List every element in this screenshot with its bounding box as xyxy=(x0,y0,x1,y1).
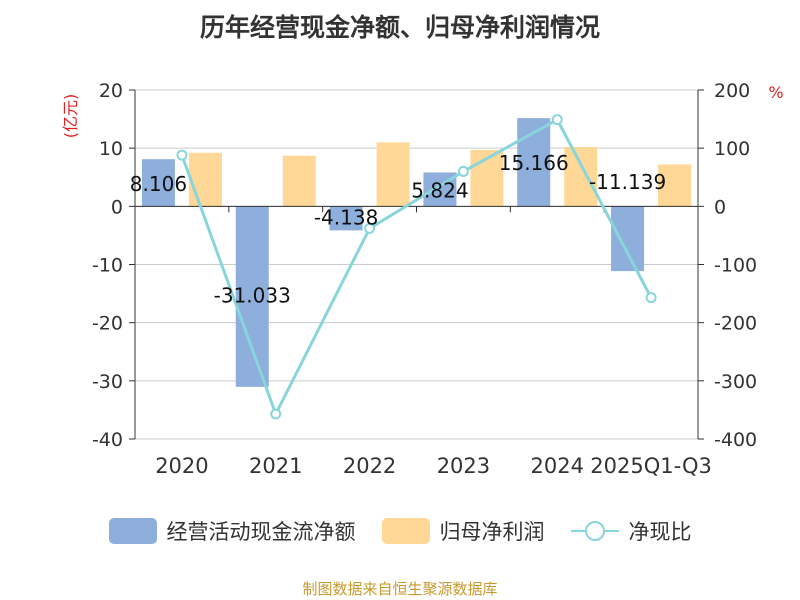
profit-bar xyxy=(376,142,410,207)
legend-label-ratio: 净现比 xyxy=(628,520,692,544)
data-labels: 8.106 -31.033 -4.138 5.824 15.166 -11.139 xyxy=(130,151,666,307)
legend-label-profit: 归母净利润 xyxy=(439,520,545,544)
left-tick-label: 10 xyxy=(99,138,123,160)
right-tick-label: 0 xyxy=(714,196,726,218)
category-label: 2022 xyxy=(343,454,396,478)
category-label: 2023 xyxy=(437,454,490,478)
legend-item-cashflow[interactable]: 经营活动现金流净额 xyxy=(108,516,356,546)
left-tick-label: 20 xyxy=(99,80,123,102)
ratio-point xyxy=(645,292,657,304)
legend-item-ratio[interactable]: 净现比 xyxy=(570,516,692,546)
category-label: 2021 xyxy=(249,454,302,478)
ratio-point xyxy=(364,222,376,234)
profit-bar xyxy=(282,155,316,207)
ratio-point xyxy=(457,165,469,177)
ratio-point xyxy=(176,149,188,161)
left-axis-unit: (亿元) xyxy=(61,94,80,139)
ratio-point xyxy=(551,114,563,126)
left-tick-label: -20 xyxy=(92,313,123,335)
legend-swatch-cashflow xyxy=(108,518,157,544)
left-tick-label: -10 xyxy=(92,255,123,277)
cashflow-bar xyxy=(329,206,363,231)
ratio-line-path xyxy=(180,117,653,418)
cashflow-bar xyxy=(141,159,175,207)
right-tick-label: -200 xyxy=(714,313,757,335)
legend-swatch-profit xyxy=(381,518,430,544)
right-tick-label: 100 xyxy=(714,138,750,160)
profit-bar xyxy=(564,147,598,207)
cashflow-data-label: -4.138 xyxy=(314,205,378,229)
category-label: 2020 xyxy=(155,454,208,478)
category-label: 2025Q1-Q3 xyxy=(590,454,712,478)
profit-bars xyxy=(188,142,692,207)
cashflow-bar xyxy=(235,206,269,387)
cashflow-data-label: 5.824 xyxy=(411,178,468,202)
ratio-point xyxy=(270,408,282,420)
right-tick-label: 200 xyxy=(714,80,750,102)
category-label: 2024 xyxy=(531,454,584,478)
chart-title: 历年经营现金净额、归母净利润情况 xyxy=(199,13,600,42)
left-tick-label: -30 xyxy=(92,371,123,393)
cashflow-data-label: 8.106 xyxy=(130,172,187,196)
cashflow-bars xyxy=(141,118,645,387)
ratio-line xyxy=(176,114,657,420)
legend-label-cashflow: 经营活动现金流净额 xyxy=(166,520,356,544)
right-tick-label: -300 xyxy=(714,371,757,393)
left-tick-label: 0 xyxy=(111,196,123,218)
legend-item-profit[interactable]: 归母净利润 xyxy=(381,516,545,546)
axes: 20100-10-20-30-402001000-100-200-300-400… xyxy=(61,80,784,478)
cashflow-data-label: 15.166 xyxy=(499,151,569,175)
legend: 经营活动现金流净额 归母净利润 净现比 xyxy=(0,516,800,546)
right-tick-label: -400 xyxy=(714,429,757,451)
profit-bar xyxy=(188,152,222,207)
left-tick-label: -40 xyxy=(92,429,123,451)
right-tick-label: -100 xyxy=(714,255,757,277)
profit-bar xyxy=(658,164,692,207)
legend-swatch-ratio xyxy=(570,521,619,541)
source-note: 制图数据来自恒生聚源数据库 xyxy=(302,580,498,598)
cashflow-data-label: -31.033 xyxy=(214,283,291,307)
cashflow-bar xyxy=(611,206,645,272)
right-axis-unit: % xyxy=(768,83,783,102)
cashflow-data-label: -11.139 xyxy=(589,170,666,194)
